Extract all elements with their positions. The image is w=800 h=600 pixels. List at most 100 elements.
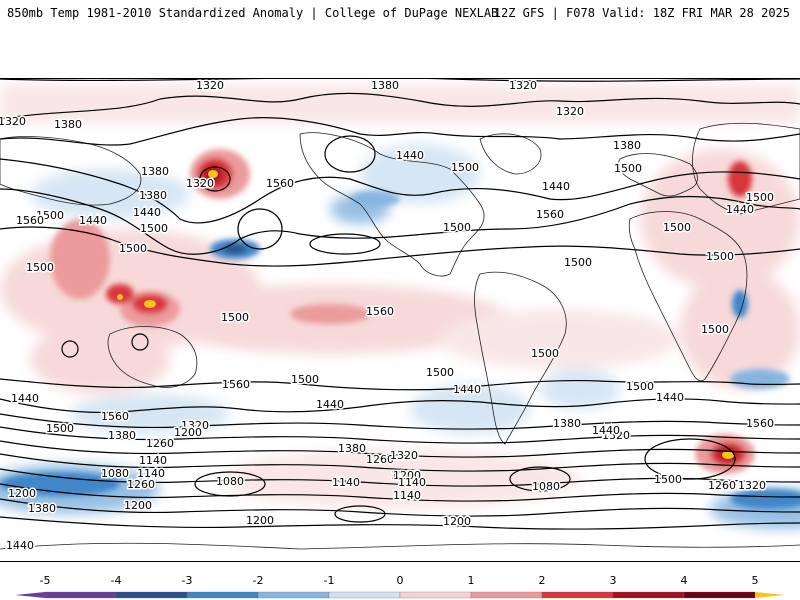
contour-label: 1500	[26, 261, 54, 274]
contour-label: 1380	[553, 417, 581, 430]
colorbar-tick-label: -4	[111, 574, 122, 587]
colorbar-tick-labels: -5 -4 -3 -2 -1 0 1 2 3 4 5	[40, 574, 759, 587]
contour-label: 1140	[332, 476, 360, 489]
contour-label: 1500	[221, 311, 249, 324]
contour-label: 1500	[451, 161, 479, 174]
contour-label: 1440	[396, 149, 424, 162]
contour-label: 1500	[614, 162, 642, 175]
contour-label: 1560	[101, 410, 129, 423]
model-run-info: 12Z GFS | F078 Valid: 18Z FRI MAR 28 202…	[493, 6, 790, 20]
contour-label: 1500	[119, 242, 147, 255]
contour-label: 1440	[542, 180, 570, 193]
contour-label: 1500	[663, 221, 691, 234]
contour-label: 1380	[28, 502, 56, 515]
contour-label: 1200	[8, 487, 36, 500]
contour-label: 1500	[701, 323, 729, 336]
contour-label: 1320	[0, 115, 26, 128]
contour-label: 1320	[509, 79, 537, 92]
colorbar-tick-label: -1	[324, 574, 335, 587]
contour-label: 1260	[708, 479, 736, 492]
contour-label: 1140	[139, 454, 167, 467]
contour-label: 1440	[11, 392, 39, 405]
colorbar-tick-label: 4	[681, 574, 688, 587]
colorbar-segment	[612, 591, 685, 599]
contour-label: 1500	[626, 380, 654, 393]
colorbar-segment	[683, 591, 756, 599]
contour-label: 1380	[54, 118, 82, 131]
colorbar-tick-label: 0	[397, 574, 404, 587]
map-title: 850mb Temp 1981-2010 Standardized Anomal…	[7, 6, 499, 20]
contour-label: 1200	[174, 426, 202, 439]
contour-label: 1560	[366, 305, 394, 318]
contour-label: 1380	[338, 442, 366, 455]
colorbar-tick-label: 3	[610, 574, 617, 587]
height-contours	[0, 79, 800, 530]
contour-label: 1440	[6, 539, 34, 552]
colorbar: -5 -4 -3 -2 -1 0 1 2 3 4 5	[0, 570, 800, 600]
contour-label: 1320	[196, 79, 224, 92]
contour-label: 1260	[6, 539, 34, 552]
contour-label: 1560	[16, 214, 44, 227]
contour-label: 1500	[443, 221, 471, 234]
contour-label: 1440	[133, 206, 161, 219]
colorbar-segment	[541, 591, 614, 599]
contour-label: 1260	[146, 437, 174, 450]
contour-label: 1440	[453, 383, 481, 396]
contour-label: 1320	[181, 419, 209, 432]
colorbar-min-extension	[15, 592, 45, 598]
colorbar-tick-label: -5	[40, 574, 51, 587]
colorbar-segment	[399, 591, 472, 599]
contour-label: 1500	[46, 422, 74, 435]
contour-label: 1380	[6, 539, 34, 552]
contour-label: 1320	[738, 479, 766, 492]
contour-label: 1200	[246, 514, 274, 527]
colorbar-segment	[44, 591, 117, 599]
contour-label: 1200	[6, 539, 34, 552]
contour-label: 1380	[139, 189, 167, 202]
contour-label: 1320	[602, 429, 630, 442]
contour-label: 1080	[532, 480, 560, 493]
contour-label: 1500	[140, 222, 168, 235]
contour-label: 1380	[371, 79, 399, 92]
contour-label: 1260	[127, 478, 155, 491]
contour-label: 1440	[592, 424, 620, 437]
contour-label: 1320	[186, 177, 214, 190]
contour-label: 1200	[124, 499, 152, 512]
contour-label: 1560	[746, 417, 774, 430]
contour-label: 1440	[656, 391, 684, 404]
contour-label: 1380	[141, 165, 169, 178]
colorbar-scale	[15, 591, 785, 599]
contour-label: 1500	[564, 256, 592, 269]
contour-label: 1500	[654, 473, 682, 486]
coastlines	[0, 122, 800, 550]
anomaly-map: 1320 1380 1320 1320 1380 1380 1320 1380 1440 1500…	[0, 78, 800, 562]
contour-label: 1140	[137, 467, 165, 480]
contour-label: 1440	[726, 203, 754, 216]
contour-label: 1500	[291, 373, 319, 386]
colorbar-segment	[328, 591, 401, 599]
contour-label: 1500	[36, 209, 64, 222]
contour-label: 1200	[443, 515, 471, 528]
contour-label: 1080	[101, 467, 129, 480]
colorbar-tick-label: -2	[253, 574, 264, 587]
colorbar-tick-label: 1	[468, 574, 475, 587]
colorbar-segment	[186, 591, 259, 599]
contour-label: 1560	[536, 208, 564, 221]
contour-label: 1140	[398, 476, 426, 489]
contour-label: 1200	[393, 469, 421, 482]
contour-label: 1500	[746, 191, 774, 204]
colorbar-segment	[470, 591, 543, 599]
contour-label: 1260	[366, 453, 394, 466]
contour-label: 1140	[393, 489, 421, 502]
colorbar-segment	[257, 591, 330, 599]
colorbar-tick-label: 5	[752, 574, 759, 587]
colorbar-tick-label: 2	[539, 574, 546, 587]
colorbar-segment	[115, 591, 188, 599]
contour-label: 1320	[556, 105, 584, 118]
contour-label: 1320	[6, 539, 34, 552]
contour-label: 1500	[531, 347, 559, 360]
contour-label: 1080	[216, 475, 244, 488]
contour-label: 1500	[626, 380, 654, 393]
contour-label: 1380	[613, 139, 641, 152]
